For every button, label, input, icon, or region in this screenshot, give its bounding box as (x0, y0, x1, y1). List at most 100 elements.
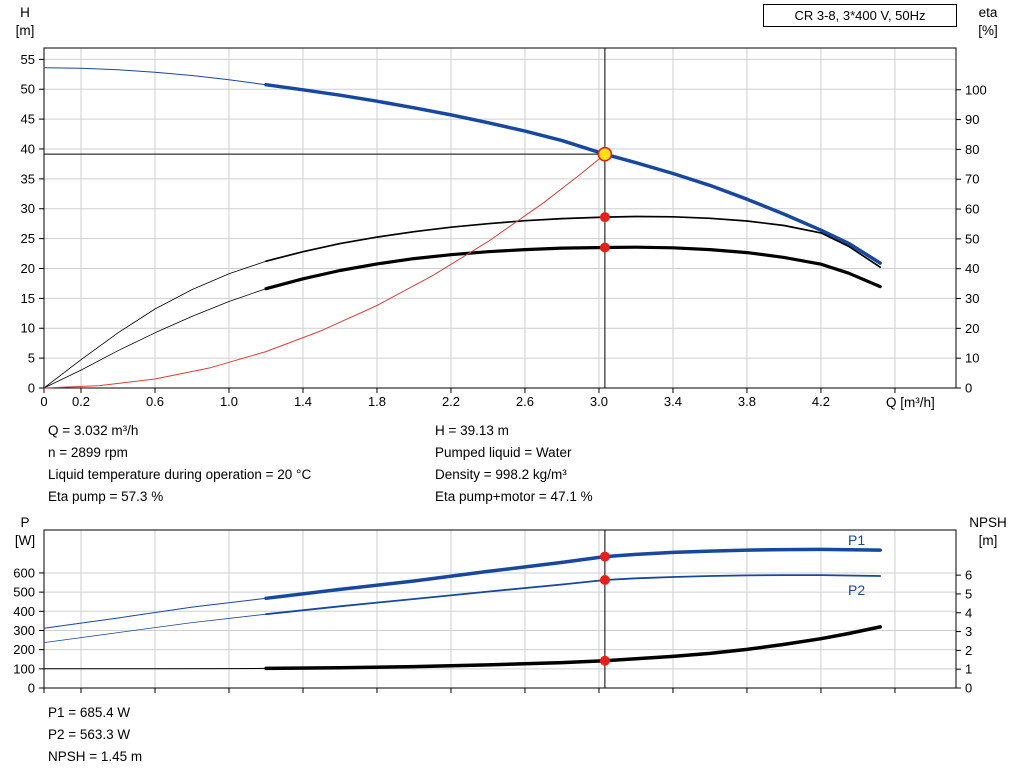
p2-curve (265, 574, 882, 616)
h-axis-title: H [m] (2, 4, 48, 40)
p-axis-symbol: P (20, 515, 30, 530)
eta-pump-motor-marker (599, 242, 610, 253)
right-tick-label: 70 (965, 172, 979, 187)
duty-point[interactable] (597, 146, 613, 162)
x-tick-label: 1.4 (294, 394, 312, 409)
left-tick-label: 15 (21, 291, 35, 306)
left-tick-label: 30 (21, 201, 35, 216)
p1-curve (264, 547, 882, 601)
p2-curve (43, 613, 267, 643)
right-tick-label: 5 (965, 586, 972, 601)
left-tick-label: 600 (13, 565, 35, 580)
left-tick-label: 400 (13, 604, 35, 619)
power-info-column: P1 = 685.4 W P2 = 563.3 W NPSH = 1.45 m (48, 702, 142, 768)
eta-axis-unit: [%] (978, 23, 998, 38)
h-axis-symbol: H (20, 5, 30, 20)
info-pumped-liquid: Pumped liquid = Water (435, 445, 572, 460)
right-tick-label: 0 (965, 681, 972, 696)
info-eta-pump-motor: Eta pump+motor = 47.1 % (435, 489, 593, 504)
pump-model-title: CR 3-8, 3*400 V, 50Hz (763, 4, 957, 27)
x-tick-label: 0 (40, 394, 47, 409)
right-tick-label: 0 (965, 381, 972, 396)
p2-curve-label: P2 (848, 582, 865, 598)
right-tick-label: 20 (965, 321, 979, 336)
x-tick-label: 1.0 (220, 394, 238, 409)
npsh-curve (264, 625, 882, 671)
eta-axis-title: eta [%] (960, 4, 1016, 40)
left-tick-label: 10 (21, 321, 35, 336)
info-flow: Q = 3.032 m³/h (48, 423, 139, 438)
left-tick-label: 100 (13, 661, 35, 676)
right-tick-label: 2 (965, 643, 972, 658)
left-tick-label: 300 (13, 623, 35, 638)
npsh-axis-unit: [m] (978, 533, 998, 548)
right-tick-label: 3 (965, 624, 972, 639)
p2-marker (599, 574, 610, 585)
left-tick-label: 500 (13, 585, 35, 600)
right-tick-label: 4 (965, 605, 972, 620)
p1-curve-label: P1 (848, 532, 865, 548)
eta-pump-curve (43, 260, 267, 389)
left-tick-label: 5 (28, 351, 35, 366)
info-p2: P2 = 563.3 W (48, 727, 131, 742)
left-tick-label: 55 (21, 52, 35, 67)
info-p1: P1 = 685.4 W (48, 705, 131, 720)
q-axis-title: Q [m³/h] (886, 395, 935, 410)
right-tick-label: 80 (965, 142, 979, 157)
right-tick-label: 40 (965, 261, 979, 276)
x-tick-label: 1.8 (368, 394, 386, 409)
x-tick-label: 2.2 (442, 394, 460, 409)
x-tick-label: 0.6 (146, 394, 164, 409)
eta-pump-curve (265, 215, 882, 269)
left-tick-label: 50 (21, 82, 35, 97)
qh-curve (264, 82, 882, 265)
info-head: H = 39.13 m (435, 423, 509, 438)
left-tick-label: 0 (28, 381, 35, 396)
right-tick-label: 6 (965, 568, 972, 583)
right-tick-label: 50 (965, 231, 979, 246)
info-density: Density = 998.2 kg/m³ (435, 467, 567, 482)
right-tick-label: 1 (965, 662, 972, 677)
right-tick-label: 30 (965, 291, 979, 306)
right-tick-label: 10 (965, 351, 979, 366)
left-tick-label: 40 (21, 141, 35, 156)
right-tick-label: 60 (965, 202, 979, 217)
system-curve (43, 153, 606, 389)
x-tick-label: 3.0 (590, 394, 608, 409)
eta-pump-motor-curve (43, 288, 267, 389)
info-speed: n = 2899 rpm (48, 445, 128, 460)
x-tick-label: 0.2 (72, 394, 90, 409)
x-tick-label: 2.6 (516, 394, 534, 409)
left-tick-label: 35 (21, 171, 35, 186)
p-axis-unit: [W] (14, 533, 36, 548)
right-tick-label: 100 (965, 82, 987, 97)
p-axis-title: P [W] (2, 514, 48, 550)
plot-border (43, 529, 957, 689)
left-tick-label: 25 (21, 231, 35, 246)
p1-marker (599, 551, 610, 562)
left-tick-label: 0 (28, 681, 35, 696)
h-axis-unit: [m] (15, 23, 35, 38)
duty-info-right-column: H = 39.13 m Pumped liquid = Water Densit… (435, 420, 593, 508)
eta-pump-marker (599, 212, 610, 223)
left-tick-label: 20 (21, 261, 35, 276)
p1-curve (43, 597, 267, 629)
x-tick-label: 3.4 (664, 394, 682, 409)
duty-info-left-column: Q = 3.032 m³/h n = 2899 rpm Liquid tempe… (48, 420, 311, 508)
info-liquid-temperature: Liquid temperature during operation = 20… (48, 467, 312, 482)
info-eta-pump: Eta pump = 57.3 % (48, 489, 164, 504)
left-tick-label: 200 (13, 642, 35, 657)
npsh-axis-title: NPSH [m] (956, 514, 1020, 550)
x-tick-label: 4.2 (812, 394, 830, 409)
eta-pump-motor-curve (264, 245, 882, 291)
npsh-marker (599, 655, 610, 666)
left-tick-label: 45 (21, 112, 35, 127)
npsh-axis-symbol: NPSH (969, 515, 1007, 530)
x-tick-label: 3.8 (738, 394, 756, 409)
plot-border (43, 47, 957, 389)
info-npsh: NPSH = 1.45 m (48, 749, 143, 764)
right-tick-label: 90 (965, 112, 979, 127)
eta-axis-symbol: eta (978, 5, 998, 20)
